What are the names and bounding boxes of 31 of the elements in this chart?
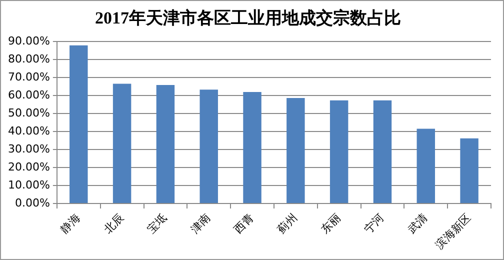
bar (286, 98, 305, 204)
x-tick-label: 东丽 (318, 211, 344, 236)
bar (200, 90, 218, 204)
y-tick-label: 90.00% (8, 34, 50, 48)
x-tick-label: 静海 (58, 211, 83, 236)
y-tick-label: 40.00% (8, 124, 50, 138)
y-tick-label: 80.00% (8, 52, 50, 66)
x-tick-label: 滨海新区 (433, 211, 474, 252)
x-tick-label: 蓟州 (275, 211, 300, 236)
x-tick-label: 武清 (405, 211, 430, 236)
x-tick-label: 宁河 (362, 211, 387, 236)
bar (70, 45, 88, 204)
x-tick-label: 津南 (188, 211, 214, 236)
x-tick-label: 宝坻 (144, 211, 170, 236)
y-tick-label: 30.00% (8, 142, 50, 156)
bar (460, 138, 478, 204)
bar (373, 100, 392, 204)
bar (156, 85, 175, 204)
chart-title: 2017年天津市各区工业用地成交宗数占比 (95, 8, 401, 28)
y-tick-label: 0.00% (14, 196, 50, 210)
y-tick-label: 60.00% (8, 88, 50, 102)
y-tick-label: 50.00% (8, 106, 50, 120)
y-tick-label: 10.00% (8, 178, 50, 192)
x-tick-label: 北辰 (101, 211, 126, 236)
bar (416, 128, 436, 204)
y-tick-label: 20.00% (8, 160, 50, 174)
x-tick-label: 西青 (232, 211, 256, 236)
y-tick-label: 70.00% (8, 70, 50, 84)
bar (330, 100, 348, 204)
bar (243, 92, 262, 204)
bar (112, 84, 132, 204)
